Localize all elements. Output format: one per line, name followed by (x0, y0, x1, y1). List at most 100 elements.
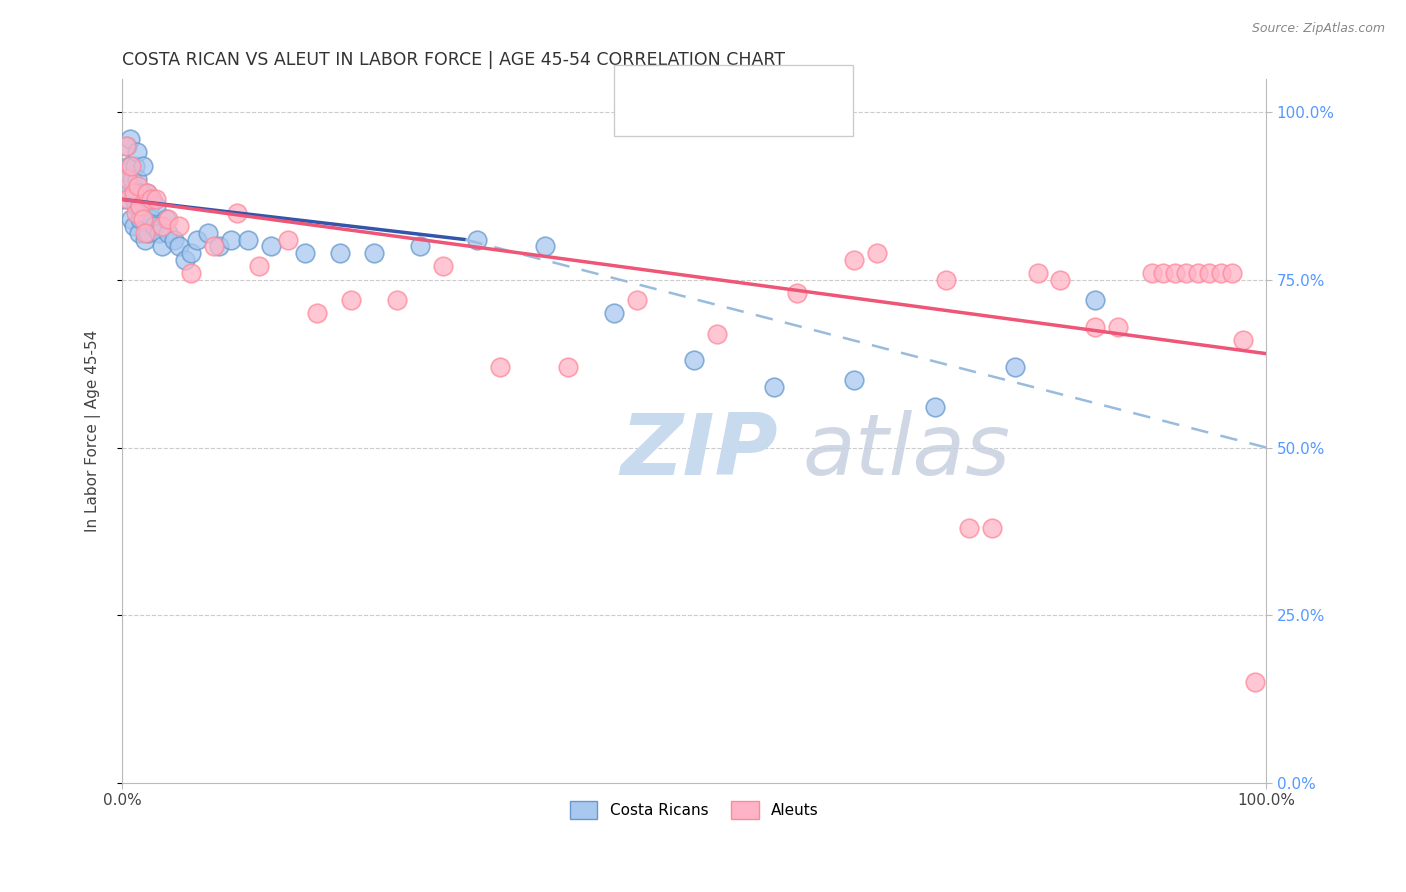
Point (1140, 266, 1163, 280)
Point (136, 186, 159, 200)
Point (125, 199, 148, 213)
Point (138, 226, 160, 240)
Point (786, 286, 808, 301)
Point (134, 233, 156, 247)
Point (980, 521, 1002, 535)
Point (180, 266, 202, 280)
Point (683, 353, 706, 368)
Point (432, 260, 454, 274)
Point (120, 212, 142, 227)
Point (117, 192, 139, 206)
Point (1164, 266, 1187, 280)
Point (844, 374, 866, 388)
Point (122, 186, 145, 200)
Text: N =: N = (759, 76, 803, 91)
Point (1026, 266, 1049, 280)
Point (385, 293, 408, 307)
Point (236, 233, 259, 247)
Point (117, 186, 139, 200)
Point (924, 401, 946, 415)
Point (156, 226, 179, 240)
Point (125, 145, 148, 160)
Point (219, 233, 242, 247)
Legend: Costa Ricans, Aleuts: Costa Ricans, Aleuts (564, 795, 825, 825)
Text: N =: N = (759, 111, 803, 125)
Point (122, 192, 145, 206)
Point (340, 293, 363, 307)
Point (202, 239, 225, 253)
Point (120, 159, 142, 173)
Point (118, 159, 141, 173)
Point (131, 186, 153, 200)
Point (1084, 293, 1107, 307)
Text: 57: 57 (808, 76, 830, 91)
Point (125, 206, 148, 220)
Point (1209, 266, 1232, 280)
Point (136, 186, 159, 200)
Point (1232, 333, 1254, 347)
Point (138, 199, 160, 213)
Point (305, 306, 328, 320)
Point (156, 212, 179, 227)
Y-axis label: In Labor Force | Age 45-54: In Labor Force | Age 45-54 (86, 330, 101, 532)
Point (122, 219, 145, 234)
Point (626, 293, 648, 307)
Point (128, 226, 150, 240)
Bar (621, 106, 647, 129)
Point (174, 252, 197, 267)
Point (145, 192, 167, 206)
Point (277, 233, 299, 247)
Text: Source: ZipAtlas.com: Source: ZipAtlas.com (1251, 22, 1385, 36)
Point (465, 233, 488, 247)
Point (260, 239, 283, 253)
Point (935, 273, 957, 287)
Point (112, 192, 135, 206)
Point (150, 239, 173, 253)
Point (1107, 319, 1129, 334)
Text: atlas: atlas (803, 410, 1011, 493)
Point (143, 219, 166, 234)
Point (1004, 360, 1026, 375)
Point (132, 212, 155, 227)
Bar (621, 72, 647, 95)
Point (145, 199, 167, 213)
Point (866, 246, 889, 260)
Point (1152, 266, 1174, 280)
Text: COSTA RICAN VS ALEUT IN LABOR FORCE | AGE 45-54 CORRELATION CHART: COSTA RICAN VS ALEUT IN LABOR FORCE | AG… (122, 51, 785, 69)
Text: R =: R = (655, 111, 689, 125)
Point (1084, 319, 1107, 334)
Point (128, 199, 150, 213)
Point (162, 233, 184, 247)
Text: 49: 49 (808, 111, 830, 125)
Point (139, 192, 162, 206)
Point (186, 233, 208, 247)
Text: R =: R = (655, 76, 689, 91)
Point (957, 521, 980, 535)
Point (115, 138, 138, 153)
Point (121, 172, 143, 186)
Point (115, 172, 138, 186)
Point (1244, 675, 1267, 690)
Point (763, 380, 786, 394)
Point (294, 246, 316, 260)
Point (114, 138, 136, 153)
Point (1198, 266, 1220, 280)
Point (197, 226, 219, 240)
Point (363, 246, 385, 260)
Point (132, 159, 155, 173)
Point (141, 192, 163, 206)
Point (249, 260, 271, 274)
Point (129, 199, 152, 213)
Point (134, 226, 156, 240)
Point (150, 219, 173, 234)
Point (603, 306, 626, 320)
Point (1220, 266, 1243, 280)
Point (180, 246, 202, 260)
Point (132, 199, 155, 213)
Point (844, 252, 866, 267)
Point (114, 165, 136, 179)
Text: -0.148: -0.148 (693, 76, 747, 91)
Point (557, 360, 579, 375)
Point (488, 360, 510, 375)
Point (408, 239, 430, 253)
